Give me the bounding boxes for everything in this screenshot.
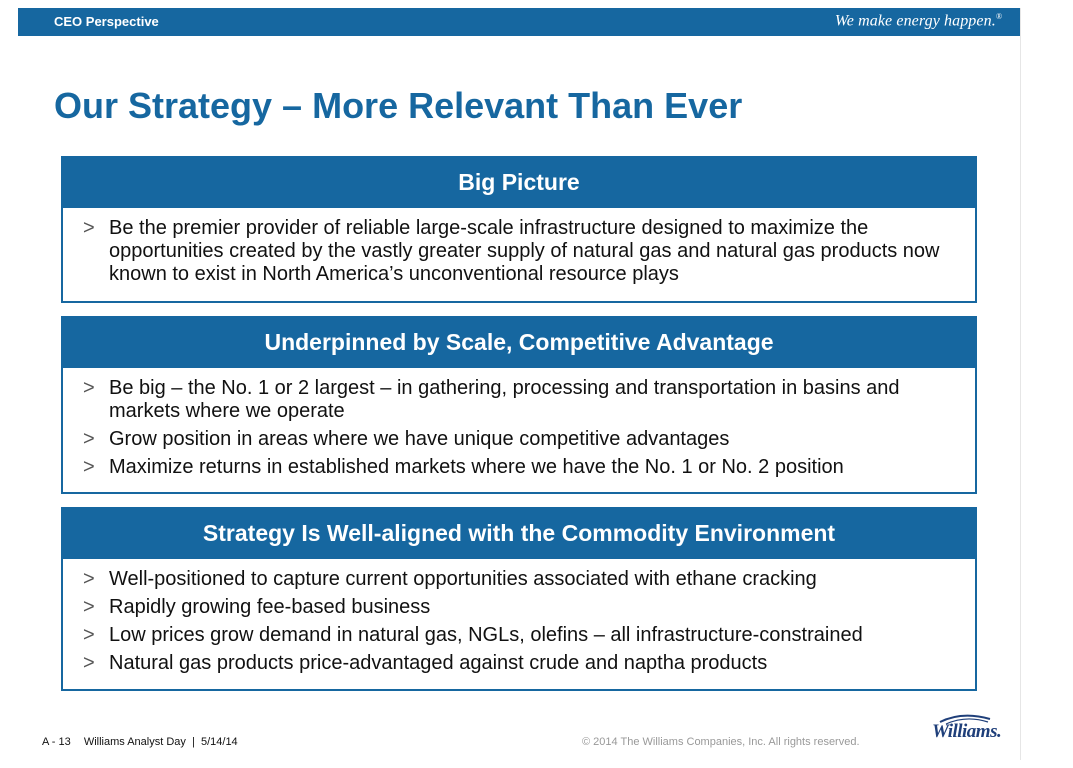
box-heading: Strategy Is Well-aligned with the Commod… (63, 509, 975, 559)
item-text: Natural gas products price-advantaged ag… (109, 652, 768, 674)
logo-swoosh-icon (939, 714, 991, 725)
top-banner: CEO Perspective We make energy happen.® (18, 8, 1020, 36)
list-item: > Low prices grow demand in natural gas,… (83, 624, 955, 647)
bullet-arrow-icon: > (83, 596, 95, 618)
bullet-arrow-icon: > (83, 456, 95, 478)
commodity-environment-box: Strategy Is Well-aligned with the Commod… (61, 507, 977, 691)
slide: CEO Perspective We make energy happen.® … (18, 8, 1021, 760)
list-item: > Be big – the No. 1 or 2 largest – in g… (83, 377, 955, 423)
williams-logo: Williams. (932, 713, 1002, 745)
scale-advantage-box: Underpinned by Scale, Competitive Advant… (61, 316, 977, 494)
bullet-arrow-icon: > (83, 624, 95, 646)
list-item: > Maximize returns in established market… (83, 456, 955, 479)
list-item: > Well-positioned to capture current opp… (83, 568, 955, 591)
bullet-arrow-icon: > (83, 377, 95, 399)
slide-title: Our Strategy – More Relevant Than Ever (54, 85, 743, 126)
copyright-notice: © 2014 The Williams Companies, Inc. All … (582, 736, 860, 748)
logo-wordmark: Williams. (932, 721, 1002, 742)
item-text: Grow position in areas where we have uni… (109, 428, 730, 450)
item-text: Maximize returns in established markets … (109, 456, 844, 478)
footer-info: A - 13 Williams Analyst Day | 5/14/14 (42, 736, 248, 748)
page-number: A - 13 (42, 736, 71, 748)
list-item: > Grow position in areas where we have u… (83, 428, 955, 451)
event-label: Williams Analyst Day | 5/14/14 (83, 736, 238, 748)
bullet-arrow-icon: > (83, 568, 95, 590)
section-label: CEO Perspective (54, 14, 159, 29)
tagline: We make energy happen.® (835, 12, 1002, 30)
list-item: > Natural gas products price-advantaged … (83, 652, 955, 675)
big-picture-box: Big Picture > Be the premier provider of… (61, 156, 977, 303)
box-heading: Big Picture (63, 158, 975, 208)
bullet-arrow-icon: > (83, 428, 95, 450)
item-text: Be big – the No. 1 or 2 largest – in gat… (109, 377, 900, 422)
tagline-text: We make energy happen. (834, 12, 996, 30)
list-item: > Be the premier provider of reliable la… (83, 217, 955, 286)
box-heading: Underpinned by Scale, Competitive Advant… (63, 318, 975, 368)
bullet-arrow-icon: > (83, 217, 95, 239)
item-text: Be the premier provider of reliable larg… (109, 217, 940, 285)
bullet-arrow-icon: > (83, 652, 95, 674)
item-text: Rapidly growing fee-based business (109, 596, 431, 618)
list-item: > Rapidly growing fee-based business (83, 596, 955, 619)
registered-mark: ® (995, 12, 1002, 21)
item-text: Low prices grow demand in natural gas, N… (109, 624, 863, 646)
item-text: Well-positioned to capture current oppor… (109, 568, 817, 590)
